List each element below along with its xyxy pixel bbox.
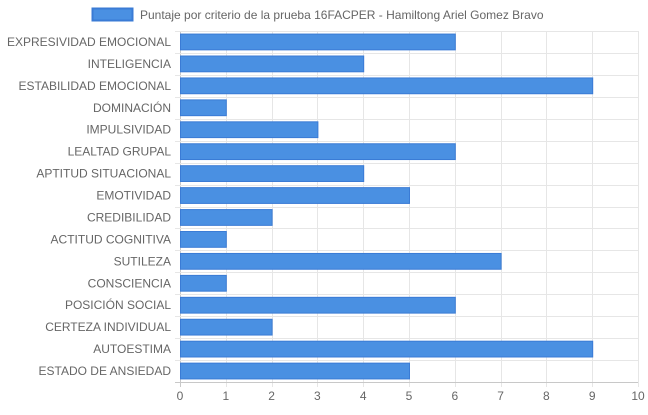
category-label: AUTOESTIMA — [93, 342, 171, 356]
bar-2 — [180, 77, 594, 95]
bar-9 — [180, 231, 227, 248]
x-tick-label: 2 — [268, 389, 275, 403]
category-label: DOMINACIÓN — [93, 100, 171, 115]
bar-3 — [180, 99, 227, 117]
bar-13 — [180, 318, 273, 336]
category-label: CERTEZA INDIVIDUAL — [45, 320, 171, 334]
legend-label: Puntaje por criterio de la prueba 16FACP… — [140, 8, 544, 22]
bar-8 — [180, 209, 273, 226]
x-tick-label: 1 — [222, 389, 229, 403]
bar-4 — [180, 121, 319, 139]
bar-0 — [180, 33, 456, 51]
category-label: ESTABILIDAD EMOCIONAL — [19, 79, 172, 93]
category-label: CREDIBILIDAD — [87, 210, 171, 224]
bar-11 — [180, 274, 227, 292]
x-tick-label: 10 — [631, 389, 645, 403]
category-label: EMOTIVIDAD — [96, 189, 171, 203]
legend[interactable]: Puntaje por criterio de la prueba 16FACP… — [91, 7, 544, 22]
category-label: LEALTAD GRUPAL — [68, 145, 172, 159]
legend-swatch — [91, 7, 134, 22]
category-label: IMPULSIVIDAD — [86, 123, 171, 137]
x-tick-label: 0 — [177, 389, 184, 403]
category-label: ACTITUD COGNITIVA — [51, 232, 171, 246]
x-tick-label: 6 — [451, 389, 458, 403]
x-tick-labels: 0 1 2 3 4 5 6 7 8 9 10 — [177, 389, 645, 403]
category-label: ESTADO DE ANSIEDAD — [39, 364, 172, 378]
category-labels: EXPRESIVIDAD EMOCIONAL INTELIGENCIA ESTABI… — [7, 35, 171, 378]
category-label: POSICIÓN SOCIAL — [65, 297, 171, 312]
bar-6 — [180, 165, 365, 182]
bar-5 — [180, 143, 456, 161]
x-tick-label: 3 — [314, 389, 321, 403]
bar-15 — [180, 362, 410, 380]
bar-1 — [180, 55, 365, 73]
category-label: INTELIGENCIA — [88, 57, 171, 71]
bar-12 — [180, 296, 456, 314]
category-label: SUTILEZA — [114, 254, 171, 268]
category-label: CONSCIENCIA — [88, 276, 171, 290]
bar-7 — [180, 187, 410, 204]
x-tick-label: 9 — [589, 389, 596, 403]
bar-series — [180, 33, 594, 380]
x-tick-label: 8 — [543, 389, 550, 403]
x-tick-label: 7 — [497, 389, 504, 403]
category-label: EXPRESIVIDAD EMOCIONAL — [7, 35, 171, 49]
x-tick-label: 4 — [360, 389, 367, 403]
bar-14 — [180, 340, 594, 358]
bar-10 — [180, 252, 502, 270]
x-tick-label: 5 — [406, 389, 413, 403]
category-label: APTITUD SITUACIONAL — [36, 167, 171, 181]
